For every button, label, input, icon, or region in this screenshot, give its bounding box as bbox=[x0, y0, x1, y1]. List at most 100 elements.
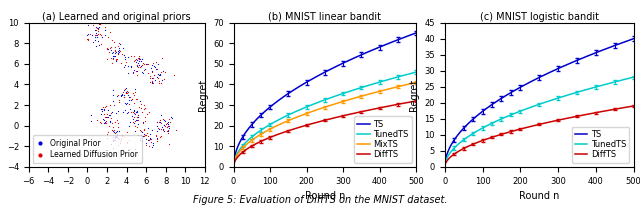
Point bbox=[129, 55, 140, 58]
Point bbox=[124, 95, 134, 98]
Point bbox=[152, 138, 162, 141]
Point bbox=[127, 98, 137, 101]
Point bbox=[95, 22, 105, 26]
Point bbox=[157, 128, 168, 131]
Point bbox=[116, 61, 126, 64]
Point bbox=[161, 119, 171, 122]
Point bbox=[141, 133, 151, 136]
Point bbox=[139, 127, 149, 130]
Point bbox=[115, 138, 125, 141]
Point bbox=[120, 55, 130, 59]
DiffTS bbox=[230, 166, 237, 168]
Point bbox=[132, 63, 142, 67]
Point bbox=[140, 68, 150, 72]
Point bbox=[108, 93, 118, 96]
Point bbox=[130, 88, 140, 91]
Point bbox=[161, 125, 172, 128]
Point bbox=[164, 125, 174, 128]
Point bbox=[122, 91, 132, 95]
Point bbox=[147, 80, 157, 83]
Point bbox=[102, 46, 113, 49]
Point bbox=[142, 132, 152, 135]
TS bbox=[441, 166, 449, 168]
Point bbox=[127, 115, 138, 118]
Point bbox=[163, 128, 173, 131]
Point bbox=[106, 56, 116, 60]
Point bbox=[116, 94, 127, 97]
Point bbox=[152, 140, 162, 143]
Point bbox=[133, 122, 143, 126]
Point bbox=[147, 82, 157, 85]
TunedTS bbox=[328, 96, 336, 98]
Point bbox=[90, 33, 100, 36]
Point bbox=[95, 122, 106, 125]
Point bbox=[132, 115, 143, 118]
Point bbox=[109, 135, 120, 139]
Point bbox=[104, 120, 115, 124]
DiffTS bbox=[441, 166, 449, 168]
Point bbox=[144, 139, 154, 142]
Point bbox=[124, 138, 134, 142]
Point bbox=[108, 89, 118, 92]
MixTS bbox=[412, 81, 420, 84]
Point bbox=[97, 117, 108, 121]
Point bbox=[96, 42, 106, 46]
Point bbox=[147, 80, 157, 83]
Point bbox=[119, 88, 129, 91]
Point bbox=[163, 122, 173, 125]
TS bbox=[412, 32, 420, 34]
Point bbox=[130, 119, 140, 123]
Point bbox=[92, 27, 102, 30]
Point bbox=[93, 27, 103, 30]
Point bbox=[134, 136, 145, 139]
Legend: Original Prior, Learned Diffusion Prior: Original Prior, Learned Diffusion Prior bbox=[33, 135, 142, 163]
TunedTS bbox=[531, 105, 538, 107]
Point bbox=[122, 142, 132, 145]
Point bbox=[93, 33, 103, 36]
Point bbox=[113, 49, 124, 53]
Point bbox=[110, 131, 120, 135]
Point bbox=[128, 71, 138, 74]
TS bbox=[328, 67, 336, 70]
Point bbox=[157, 70, 168, 73]
Line: DiffTS: DiffTS bbox=[445, 106, 634, 167]
Point bbox=[93, 43, 104, 46]
Point bbox=[91, 44, 101, 48]
Point bbox=[112, 118, 122, 122]
Point bbox=[162, 130, 172, 133]
Point bbox=[132, 116, 143, 119]
Point bbox=[143, 138, 154, 141]
Point bbox=[111, 59, 121, 62]
Point bbox=[136, 58, 147, 61]
DiffTS bbox=[328, 117, 336, 120]
Point bbox=[125, 120, 135, 123]
Point bbox=[129, 94, 139, 97]
Point bbox=[132, 63, 142, 67]
Point bbox=[129, 102, 140, 105]
Point bbox=[167, 117, 177, 120]
Point bbox=[148, 81, 159, 85]
Point bbox=[129, 108, 140, 112]
Point bbox=[94, 21, 104, 25]
TS bbox=[531, 79, 538, 81]
Point bbox=[111, 130, 121, 133]
Point bbox=[123, 56, 133, 59]
Point bbox=[114, 41, 124, 45]
Point bbox=[152, 121, 162, 124]
TS bbox=[316, 73, 324, 76]
Point bbox=[120, 63, 130, 67]
Point bbox=[117, 53, 127, 56]
Point bbox=[102, 132, 112, 136]
Point bbox=[133, 114, 143, 117]
Point bbox=[102, 116, 113, 119]
Point bbox=[113, 126, 123, 129]
Point bbox=[118, 136, 129, 139]
MixTS bbox=[316, 107, 324, 110]
Point bbox=[127, 70, 138, 74]
Point bbox=[157, 125, 167, 129]
Point bbox=[131, 110, 141, 114]
Point bbox=[128, 110, 138, 114]
Point bbox=[108, 57, 118, 60]
Point bbox=[159, 77, 169, 80]
Point bbox=[91, 25, 101, 29]
